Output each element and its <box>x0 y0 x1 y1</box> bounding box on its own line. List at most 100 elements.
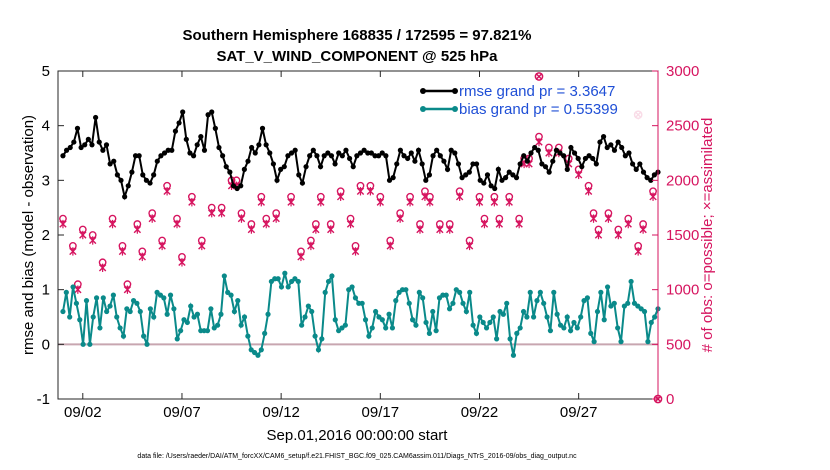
assimilated-obs-marker <box>386 241 394 251</box>
rmse-point <box>550 158 556 164</box>
bias-point <box>73 300 80 306</box>
rmse-point <box>626 150 632 156</box>
bias-point <box>504 300 510 306</box>
rmse-point <box>637 161 643 167</box>
bias-point <box>604 284 611 290</box>
bias-point <box>262 330 268 336</box>
bias-point <box>178 328 184 334</box>
rmse-point <box>564 166 570 172</box>
bias-point <box>433 328 439 334</box>
rmse-point <box>339 153 345 159</box>
legend-rmse-label: rmse grand pr = 3.3647 <box>459 83 615 100</box>
rmse-point <box>506 169 512 175</box>
bias-point <box>413 322 419 328</box>
bias-point <box>352 295 359 301</box>
rmse-point <box>60 153 66 159</box>
rmse-point <box>553 147 560 153</box>
bias-point <box>295 278 301 285</box>
bias-point <box>494 336 500 342</box>
rmse-point <box>256 142 262 148</box>
rmse-point <box>122 194 128 200</box>
bias-point <box>369 325 375 331</box>
bias-point <box>107 303 113 309</box>
bias-point <box>567 328 574 334</box>
rmse-point <box>426 172 433 178</box>
bias-point <box>373 308 379 315</box>
rmse-point <box>103 142 110 148</box>
y-right-tick-label: 2000 <box>666 172 699 189</box>
rmse-point <box>542 164 549 170</box>
assimilated-obs-marker <box>346 219 355 229</box>
rmse-point <box>524 158 530 164</box>
rmse-point <box>165 147 171 153</box>
bias-point <box>416 289 422 295</box>
y-left-tick-label: 3 <box>42 172 50 189</box>
bias-point <box>379 317 385 323</box>
bias-point <box>527 289 533 295</box>
rmse-point <box>78 144 84 151</box>
assimilated-obs-marker <box>158 241 166 251</box>
bias-point <box>90 314 96 320</box>
rmse-point <box>651 172 657 178</box>
bias-point <box>110 292 116 298</box>
rmse-point <box>147 180 153 186</box>
rmse-point <box>535 147 541 153</box>
rmse-point <box>379 150 385 156</box>
bias-point <box>584 295 591 301</box>
bias-point <box>147 306 153 312</box>
bias-point <box>359 300 365 306</box>
bias-point <box>362 317 369 323</box>
bias-point <box>460 300 466 306</box>
rmse-point <box>561 153 567 159</box>
rmse-point <box>100 147 106 153</box>
bias-point <box>470 322 476 328</box>
rmse-point <box>579 164 585 170</box>
legend-rmse-marker-right <box>452 88 458 94</box>
rmse-point <box>125 183 131 189</box>
rmse-point <box>513 175 520 181</box>
rmse-point <box>354 153 360 159</box>
rmse-point <box>252 150 258 156</box>
bias-point <box>204 328 211 334</box>
bias-point <box>430 308 436 315</box>
rmse-point <box>328 153 335 159</box>
rmse-point <box>93 114 99 121</box>
rmse-point <box>151 172 157 178</box>
rmse-point <box>368 150 374 156</box>
rmse-point <box>129 169 135 175</box>
chart-title: Southern Hemisphere 168835 / 172595 = 97… <box>183 27 532 44</box>
assimilated-obs-marker <box>589 214 598 223</box>
rmse-point <box>325 150 331 156</box>
y-right-tick-label: 500 <box>666 336 691 353</box>
x-tick-label: 09/07 <box>163 404 201 421</box>
assimilated-obs-marker <box>198 241 206 251</box>
rmse-point <box>444 166 451 172</box>
rmse-point <box>484 172 491 178</box>
bias-point <box>151 314 157 320</box>
rmse-point <box>281 164 287 170</box>
assimilated-obs-marker <box>396 214 404 223</box>
bias-point <box>480 319 486 326</box>
bias-point <box>591 339 597 345</box>
rmse-point <box>85 136 91 142</box>
rmse-point <box>216 144 222 151</box>
assimilated-obs-marker <box>262 219 270 229</box>
y-left-tick-label: 0 <box>42 336 50 353</box>
assimilated-obs-marker <box>98 263 107 272</box>
y-axis-right-label: # of obs: o=possible; ×=assimilated <box>699 118 716 353</box>
assimilated-obs-marker <box>59 219 67 229</box>
bias-point <box>194 311 201 317</box>
assimilated-obs-marker <box>123 285 132 294</box>
rmse-point <box>557 150 563 156</box>
x-tick-label: 09/02 <box>64 404 102 421</box>
rmse-point <box>477 177 483 183</box>
assimilated-obs-marker <box>108 219 117 229</box>
rmse-point <box>96 139 102 145</box>
assimilated-obs-marker <box>69 247 77 256</box>
bias-point <box>426 330 432 336</box>
rmse-point <box>597 139 603 145</box>
bias-point <box>406 300 412 306</box>
assimilated-obs-marker <box>118 247 127 256</box>
bias-point <box>215 322 221 328</box>
